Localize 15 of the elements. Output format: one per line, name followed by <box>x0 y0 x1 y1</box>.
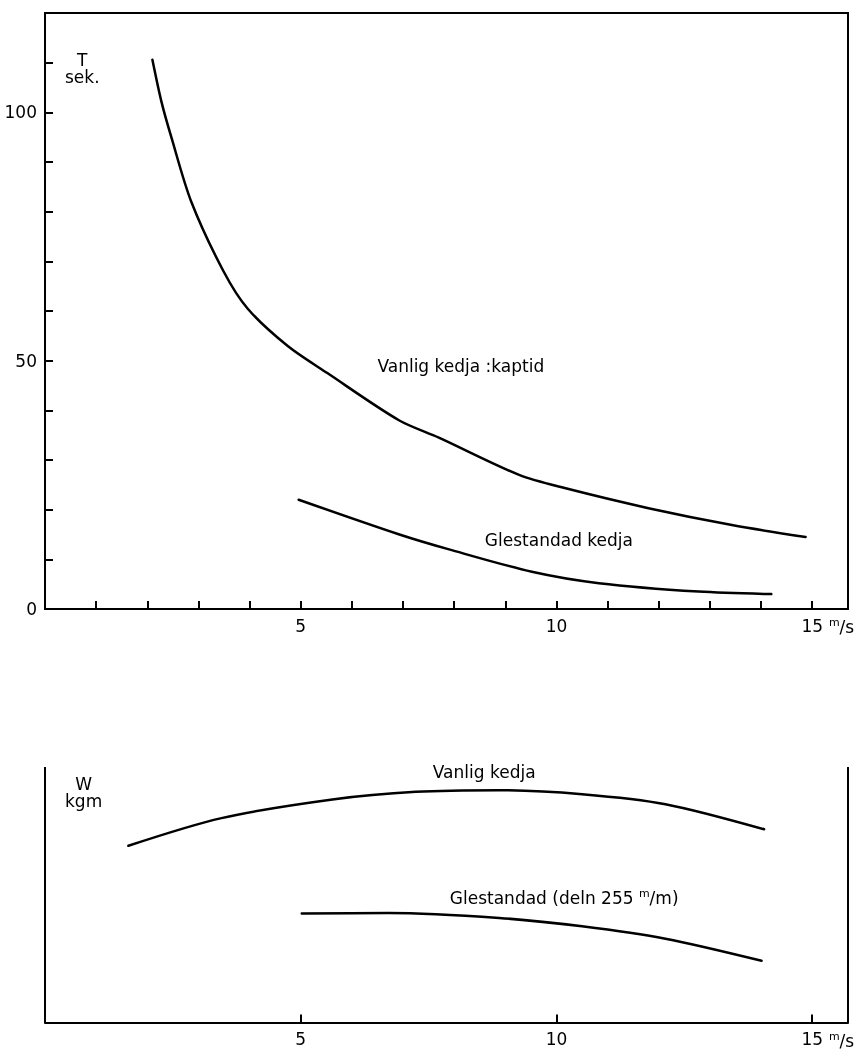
y-tick-label: 50 <box>15 350 37 371</box>
x-tick-label: 5 <box>295 615 307 636</box>
series-label: Vanlig kedja <box>432 762 536 783</box>
y-tick-label: 100 <box>4 102 37 123</box>
x-tick-label: 10 <box>545 615 568 636</box>
y-tick-label: 0 <box>26 599 37 619</box>
x-tick-label: 15 <box>801 615 824 636</box>
y-axis-title: W kgm <box>65 773 103 811</box>
x-tick-label: 15 <box>801 1029 824 1049</box>
series-label: Glestandad kedja <box>484 529 633 550</box>
y-axis-title: T sek. <box>64 49 100 87</box>
series-label: Vanlig kedja :kaptid <box>377 355 545 376</box>
x-tick-label: 5 <box>295 1029 307 1049</box>
line-series <box>297 498 773 596</box>
x-tick-label: 10 <box>545 1029 568 1049</box>
